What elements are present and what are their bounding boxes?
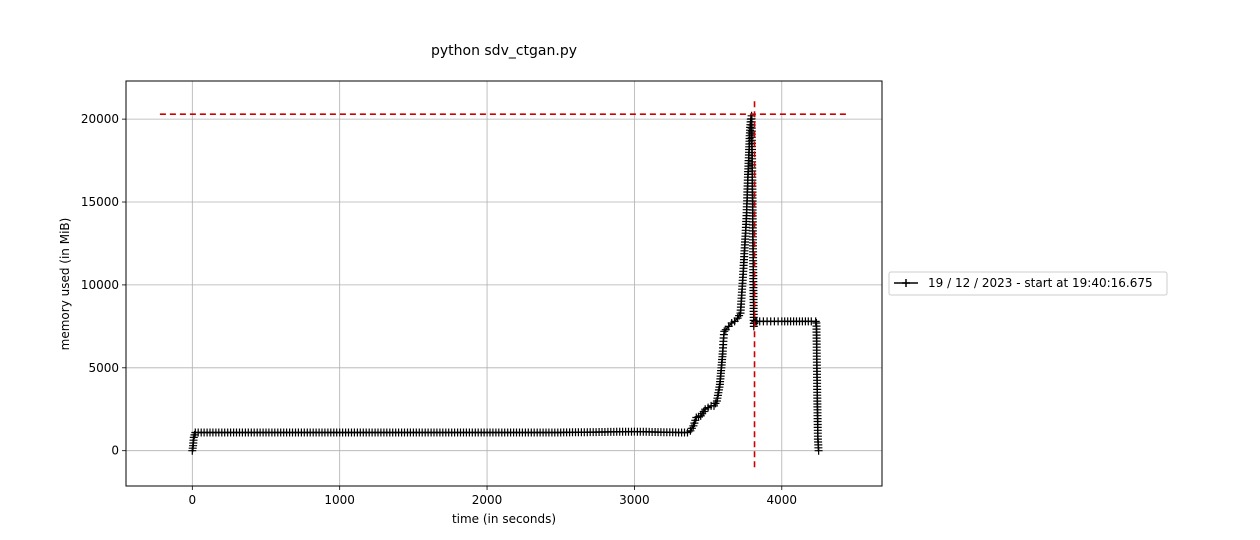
series-point-marker	[811, 317, 820, 326]
x-axis-ticks: 0 1000 2000 3000 4000	[188, 486, 797, 507]
series-point-marker	[814, 446, 823, 455]
y-axis-label: memory used (in MiB)	[58, 218, 72, 351]
plot-area	[159, 97, 849, 468]
series-layer	[188, 111, 823, 455]
y-tick-label: 0	[111, 444, 119, 458]
y-tick-label: 10000	[81, 278, 119, 292]
x-tick-label: 0	[188, 493, 196, 507]
legend-label: 19 / 12 / 2023 - start at 19:40:16.675	[928, 276, 1153, 290]
x-tick-label: 1000	[324, 493, 355, 507]
series-point-marker	[720, 327, 729, 336]
x-tick-label: 4000	[767, 493, 798, 507]
y-tick-label: 20000	[81, 112, 119, 126]
x-tick-label: 2000	[472, 493, 503, 507]
x-tick-label: 3000	[619, 493, 650, 507]
legend: 19 / 12 / 2023 - start at 19:40:16.675	[888, 271, 1168, 296]
y-axis-ticks: 0 5000 10000 15000 20000	[81, 112, 126, 458]
grid-lines	[126, 81, 882, 486]
series-line	[191, 115, 820, 451]
y-tick-label: 15000	[81, 195, 119, 209]
legend-box	[888, 271, 1168, 296]
chart-title: python sdv_ctgan.py	[431, 43, 577, 59]
y-tick-label: 5000	[88, 361, 119, 375]
axes-frame	[125, 80, 883, 487]
x-axis-label: time (in seconds)	[452, 512, 556, 526]
reference-lines	[159, 97, 849, 468]
